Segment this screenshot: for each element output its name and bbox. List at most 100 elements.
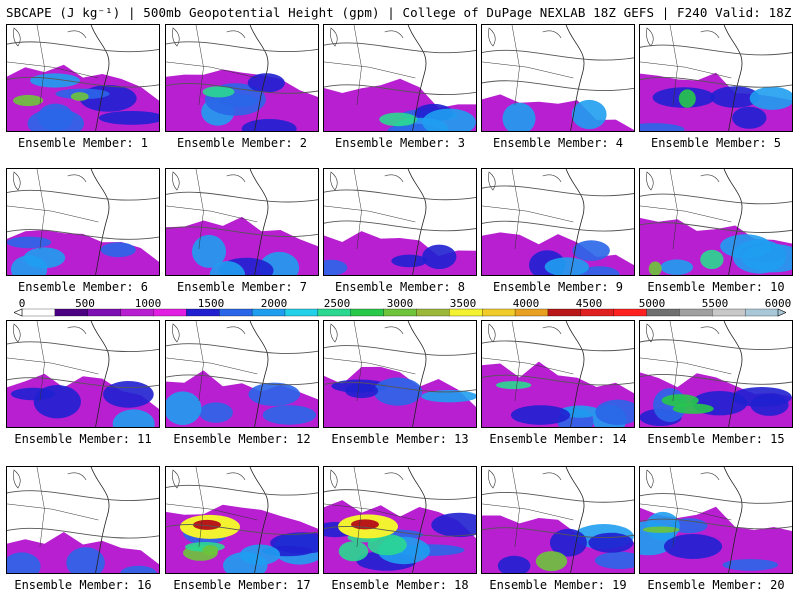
state-border [165,205,258,223]
cape-field-high [338,541,369,562]
colorbar-tick-label: 3500 [449,297,477,310]
geopotential-height-contour [481,492,635,503]
ensemble-panel-16 [6,466,160,574]
colorbar [14,308,786,317]
colorbar-segment [120,308,155,317]
colorbar-segment [219,308,253,317]
cape-field-mid [391,254,428,268]
cape-field-mid [66,547,105,574]
geopotential-height-contour [165,374,319,386]
coastline [90,168,110,276]
coastline [723,320,743,428]
cape-field-high [700,249,724,270]
colorbar-segment [744,308,779,317]
geopotential-height-contour [481,80,635,91]
cape-map [165,168,319,276]
great-lakes-outline [13,469,87,489]
cape-field-mid [11,255,48,276]
ensemble-member-label: Ensemble Member: 15 [647,432,785,446]
cape-map [639,466,793,574]
colorbar-segment [646,308,680,317]
cape-field-mid [247,73,285,93]
state-border [481,205,574,223]
colorbar-tick-label: 2000 [260,297,288,310]
cape-map [323,466,477,574]
great-lakes-outline [330,323,404,343]
state-border [195,24,204,106]
geopotential-height-contour [6,229,160,240]
cape-field-mid [37,103,74,132]
great-lakes-outline [488,323,562,343]
cape-field-extreme [193,519,221,530]
great-lakes-outline [13,27,87,47]
geopotential-height-contour [6,341,160,353]
ensemble-member-label: Ensemble Member: 13 [331,432,469,446]
geopotential-height-contour [165,524,319,535]
ensemble-member-label: Ensemble Member: 4 [492,136,624,150]
cape-map [639,24,793,132]
colorbar-segment [482,308,516,317]
cape-field-mid [749,86,793,110]
cape-field-high [379,112,417,127]
ensemble-panel-2 [165,24,319,132]
state-border [36,466,45,548]
cape-map [165,24,319,132]
cape-field-mid [100,242,136,258]
cape-field-mid [663,534,723,559]
state-border [6,503,99,521]
cape-map [6,466,160,574]
ensemble-panel-20 [639,466,793,574]
coastline [90,24,110,132]
ensemble-member-label: Ensemble Member: 9 [492,280,624,294]
ensemble-panel-14 [481,320,635,428]
cape-field-mid [30,73,80,88]
cape-field-mid [345,383,379,399]
coastline [90,320,110,428]
coastline [249,168,269,276]
geopotential-height-contour [639,44,793,56]
great-lakes-outline [330,469,404,489]
cape-field-mid [639,123,685,132]
colorbar-tick-label: 6000 [764,297,792,310]
ensemble-member-label: Ensemble Member: 12 [173,432,311,446]
cape-map [6,168,160,276]
great-lakes-outline [13,171,87,191]
state-border [195,466,204,548]
ensemble-member-label: Ensemble Member: 1 [17,136,149,150]
great-lakes-outline [172,171,246,191]
cape-field-high [648,261,662,276]
great-lakes-outline [488,171,562,191]
coastline [565,320,585,428]
geopotential-height-contour [6,527,160,539]
cape-map [165,320,319,428]
colorbar-segment [416,308,450,317]
cape-field-mid [502,102,536,132]
great-lakes-outline [646,323,720,343]
great-lakes-outline [646,469,720,489]
ensemble-panel-6 [6,168,160,276]
state-border [511,24,520,106]
coastline [90,466,110,574]
state-border [669,168,678,250]
great-lakes-outline [488,469,562,489]
geopotential-height-contour [165,83,319,94]
cape-field-mid [497,555,531,574]
colorbar-segment [251,308,286,317]
ensemble-panel-10 [639,168,793,276]
geopotential-height-contour [6,41,160,53]
ensemble-member-label: Ensemble Member: 19 [489,578,627,592]
colorbar-tick-label: 2500 [323,297,351,310]
coastline [565,466,585,574]
colorbar-segment [350,308,385,317]
ensemble-member-label: Ensemble Member: 10 [647,280,785,294]
great-lakes-outline [330,27,404,47]
colorbar-tick-label: 0 [18,297,26,310]
geopotential-height-contour [165,343,319,354]
colorbar-segment [449,308,483,317]
ensemble-panel-11 [6,320,160,428]
cape-map [323,168,477,276]
state-border [165,357,258,375]
geopotential-height-contour [323,220,477,232]
colorbar-segment [54,308,89,317]
ensemble-panel-4 [481,24,635,132]
